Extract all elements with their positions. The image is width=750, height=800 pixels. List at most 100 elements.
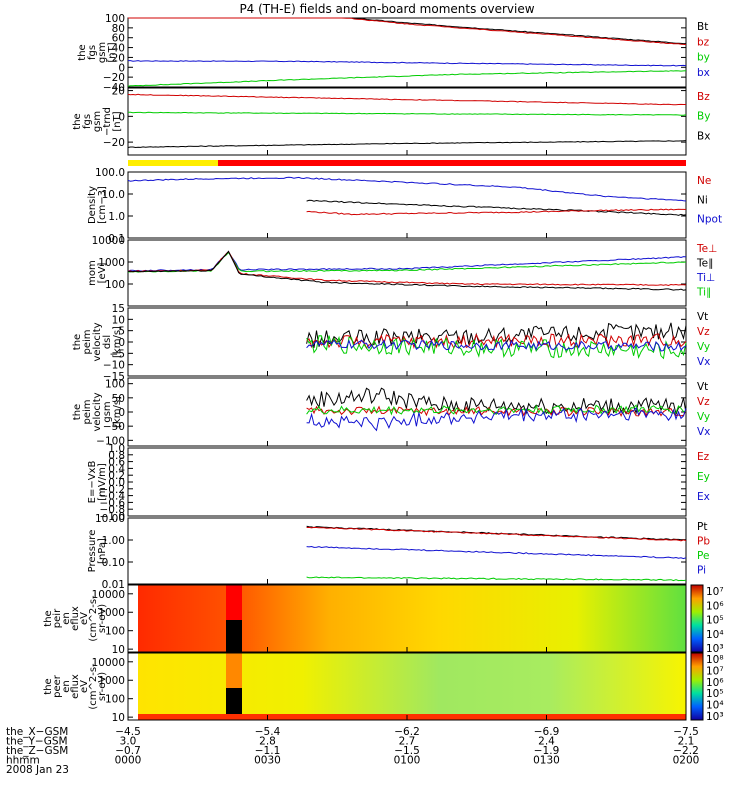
y-tick-label: 1000 xyxy=(98,257,125,269)
y-tick-label: 15 xyxy=(112,303,125,315)
colorbar xyxy=(690,652,704,721)
y-tick-label: 10.00 xyxy=(95,513,125,525)
legend-by: By xyxy=(697,111,710,123)
y-axis-label: gsm xyxy=(97,42,108,63)
y-axis-label: mom xyxy=(87,260,98,286)
legend-te∥: Te∥ xyxy=(696,258,713,270)
legend-pb: Pb xyxy=(697,536,710,548)
series-line xyxy=(127,250,687,291)
legend-by: by xyxy=(697,52,710,64)
data-gap xyxy=(226,688,242,720)
y-tick-label: 1000 xyxy=(98,607,125,619)
y-axis-label: [cm−3] xyxy=(97,186,108,224)
footer-value: −7.5 xyxy=(673,726,699,738)
legend-pi: Pi xyxy=(697,565,706,577)
footer-value: −1.9 xyxy=(534,745,560,757)
panel-frame xyxy=(127,517,687,585)
y-tick-label: −0.4 xyxy=(100,491,126,503)
y-axis-label: [nT] xyxy=(112,111,123,131)
footer-value: 2.4 xyxy=(538,736,555,748)
y-axis-label: −trnd xyxy=(102,107,113,136)
y-axis-label: en xyxy=(61,612,72,625)
footer-value: 2.7 xyxy=(399,736,416,748)
mode-bar-slow xyxy=(128,160,218,166)
legend-bz: bz xyxy=(697,36,710,48)
y-axis-label: (cm^2-s- xyxy=(88,595,99,642)
legend-vx: Vx xyxy=(697,426,710,438)
legend-pt: Pt xyxy=(697,521,707,533)
orbit-footer: the_X−GSM −4.5 −5.4 −6.2 −6.9 −7.5 the_Y−GSM 3.… xyxy=(6,726,699,776)
y-tick-label: −0.6 xyxy=(100,497,126,509)
y-tick-label: 20 xyxy=(112,86,125,98)
y-tick-label: 0.0 xyxy=(108,477,125,489)
panel-3: 100.0 10.0 1.0 0.1 Density [cm−3] Ne Ni Npot xyxy=(87,167,722,245)
mode-bar-fast xyxy=(218,160,686,166)
series-line xyxy=(306,526,687,542)
y-axis-label: the xyxy=(43,678,54,694)
data-gap xyxy=(226,620,242,652)
y-tick-label: 0.4 xyxy=(108,463,125,475)
legend-vz: Vz xyxy=(697,396,710,408)
colorbar-label: 10⁶ xyxy=(706,677,724,689)
y-axis-label: gsm xyxy=(102,401,113,422)
panel-frame xyxy=(127,87,687,156)
colorbar-label: 10⁴ xyxy=(706,700,724,712)
y-tick-label: 100 xyxy=(105,279,125,291)
y-axis-label: [nPa] xyxy=(97,538,108,564)
y-tick-label: 10000 xyxy=(92,589,125,601)
y-tick-label: 40 xyxy=(112,43,125,55)
footer-row-label: the_Z−GSM xyxy=(6,745,68,757)
series-line xyxy=(127,250,687,272)
y-axis-label: the xyxy=(72,404,83,420)
legend-vt: Vt xyxy=(697,311,708,323)
y-axis-label: [km/s] xyxy=(112,396,123,428)
legend-bz: Bz xyxy=(697,91,710,103)
y-tick-label: −0.2 xyxy=(100,484,126,496)
legend-vy: Vy xyxy=(697,411,710,423)
y-tick-label: 100 xyxy=(105,379,125,391)
y-tick-label: 10 xyxy=(112,314,125,326)
footer-row-label: hhmm xyxy=(6,755,40,767)
burst-column xyxy=(226,653,242,688)
colorbar-label: 10⁷ xyxy=(706,665,724,677)
y-axis-label: velocity xyxy=(92,392,103,431)
y-axis-label: velocity xyxy=(92,322,103,361)
series-line xyxy=(128,17,686,45)
colorbar-label: 10⁷ xyxy=(706,586,724,598)
legend-vz: Vz xyxy=(697,326,710,338)
footer-value: 0200 xyxy=(673,755,700,767)
series-line xyxy=(127,140,687,149)
y-tick-label: 80 xyxy=(112,23,125,35)
spectrogram-panels: 10000100010010thepeirenefluxeV(cm^2-s-sr… xyxy=(43,584,724,724)
y-tick-label: 1.00 xyxy=(102,535,125,547)
y-axis-label: [eV] xyxy=(97,263,108,284)
y-axis-label: fgs xyxy=(82,114,93,129)
footer-row-label: the_X−GSM xyxy=(6,726,68,738)
series-line xyxy=(306,208,687,216)
footer-value: 0000 xyxy=(115,755,142,767)
y-tick-label: 1000 xyxy=(98,675,125,687)
y-axis-label: eV xyxy=(79,680,90,693)
footer-value: −0.7 xyxy=(115,745,141,757)
y-tick-label: 0 xyxy=(118,337,125,349)
legend-te⊥: Te⊥ xyxy=(696,243,717,255)
footer-value: −6.9 xyxy=(534,726,560,738)
colorbar-label: 10⁸ xyxy=(706,654,724,666)
legend-bx: Bx xyxy=(697,130,710,142)
y-tick-label: −1.0 xyxy=(100,511,126,523)
y-tick-label: −20 xyxy=(103,137,125,149)
legend-ti⊥: Ti⊥ xyxy=(696,272,715,284)
series-line xyxy=(306,339,687,352)
panel-frame xyxy=(127,447,687,517)
series-line xyxy=(306,404,687,416)
y-tick-label: −50 xyxy=(103,421,125,433)
y-tick-label: −20 xyxy=(103,72,125,84)
spectrogram-1: 10000 1000 100 10 thepeirenefluxeV(cm^2-s-sr… xyxy=(43,584,724,656)
y-tick-label: 100 xyxy=(105,694,125,706)
footer-value: 2.8 xyxy=(259,736,276,748)
colorbar-label: 10³ xyxy=(706,643,724,655)
series-line xyxy=(127,93,686,106)
